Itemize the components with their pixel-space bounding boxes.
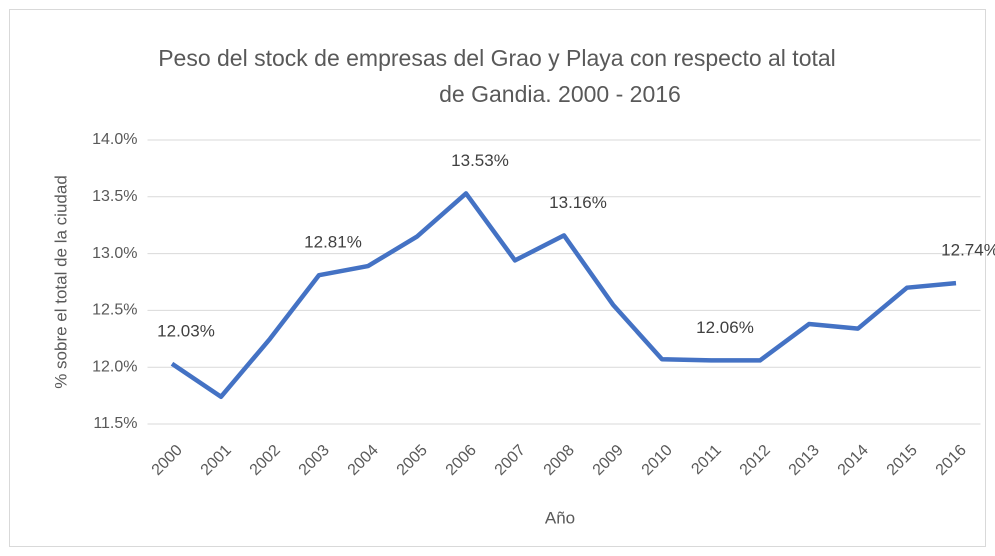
y-tick-label: 13.5% xyxy=(92,188,137,205)
y-tick-label: 12.5% xyxy=(92,302,137,319)
chart-title: de Gandia. 2000 - 2016 xyxy=(439,81,681,107)
y-axis-title: % sobre el total de la ciudad xyxy=(51,175,70,389)
line-series xyxy=(170,191,957,399)
y-tick-label: 14.0% xyxy=(92,131,137,148)
y-tick-label: 12.0% xyxy=(92,358,137,375)
x-axis-title: Año xyxy=(545,508,575,527)
y-tick-label: 13.0% xyxy=(92,245,137,262)
y-tick-label: 11.5% xyxy=(93,415,137,432)
data-label: 12.81% xyxy=(304,233,362,252)
data-label: 12.74% xyxy=(941,241,995,260)
data-label: 13.16% xyxy=(549,193,607,212)
chart-border xyxy=(9,9,986,547)
chart-title: Peso del stock de empresas del Grao y Pl… xyxy=(158,45,836,71)
data-label: 12.06% xyxy=(696,318,754,337)
data-label: 13.53% xyxy=(451,151,509,170)
data-label: 12.03% xyxy=(157,321,215,340)
